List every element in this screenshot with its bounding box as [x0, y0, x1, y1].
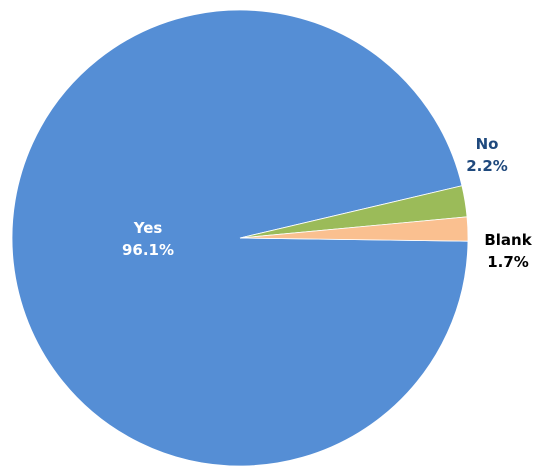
slice-label-no: No	[476, 135, 499, 153]
slice-label-blank: Blank	[484, 231, 532, 249]
pie-slice-blank	[239, 216, 469, 242]
slice-value-blank: 1.7%	[487, 253, 529, 271]
slice-label-yes: Yes	[133, 219, 163, 237]
pie-slices	[11, 9, 469, 467]
pie-labels: Yes 96.1% No 2.2% Blank 1.7%	[122, 135, 533, 271]
slice-value-no: 2.2%	[466, 157, 508, 175]
slice-value-yes: 96.1%	[122, 241, 174, 259]
